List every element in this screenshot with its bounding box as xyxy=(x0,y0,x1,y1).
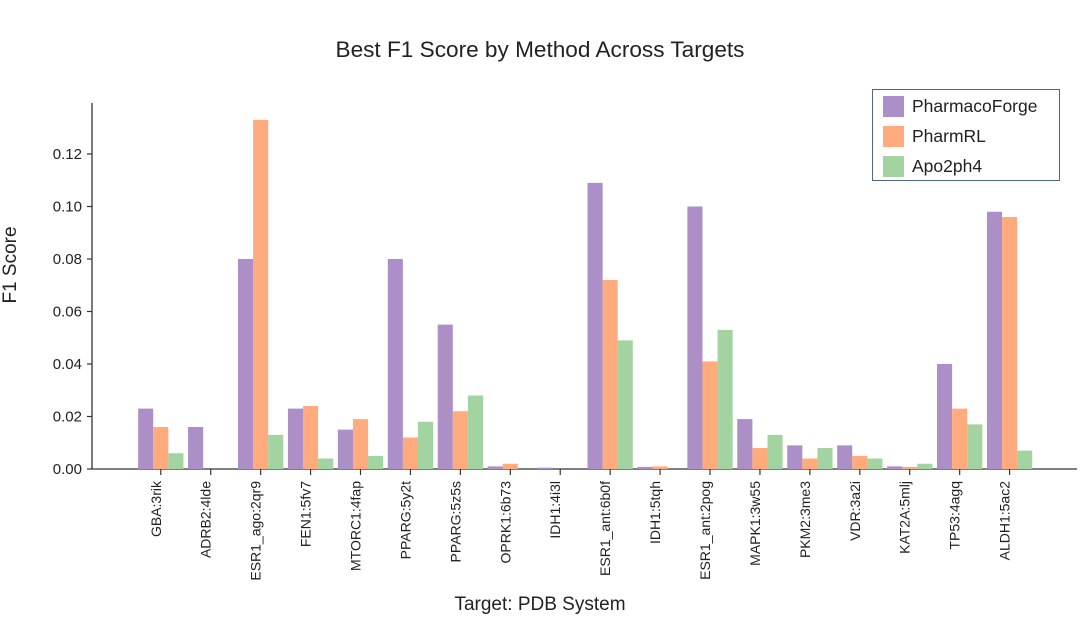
svg-text:KAT2A:5mlj: KAT2A:5mlj xyxy=(897,481,913,554)
svg-text:MAPK1:3w55: MAPK1:3w55 xyxy=(747,481,763,566)
svg-text:0.10: 0.10 xyxy=(53,199,82,216)
svg-text:0.06: 0.06 xyxy=(53,304,82,321)
svg-text:ESR1_ago:2qr9: ESR1_ago:2qr9 xyxy=(248,481,264,581)
svg-text:FEN1:5fv7: FEN1:5fv7 xyxy=(298,481,314,547)
svg-text:IDH1:4i3l: IDH1:4i3l xyxy=(547,481,563,539)
svg-text:0.08: 0.08 xyxy=(53,251,82,268)
svg-text:MTORC1:4fap: MTORC1:4fap xyxy=(348,481,364,571)
svg-text:ALDH1:5ac2: ALDH1:5ac2 xyxy=(997,481,1013,561)
svg-text:PPARG:5y2t: PPARG:5y2t xyxy=(397,481,413,559)
svg-text:ESR1_ant:2pog: ESR1_ant:2pog xyxy=(697,481,713,580)
svg-text:PPARG:5z5s: PPARG:5z5s xyxy=(447,481,463,562)
svg-text:OPRK1:6b73: OPRK1:6b73 xyxy=(497,481,513,564)
svg-text:GBA:3rik: GBA:3rik xyxy=(148,480,164,537)
svg-text:VDR:3a2i: VDR:3a2i xyxy=(847,481,863,541)
svg-text:TP53:4agq: TP53:4agq xyxy=(947,481,963,550)
svg-text:0.04: 0.04 xyxy=(53,356,82,373)
svg-text:0.02: 0.02 xyxy=(53,409,82,426)
svg-text:ESR1_ant:6b0f: ESR1_ant:6b0f xyxy=(597,481,613,576)
svg-text:0.12: 0.12 xyxy=(53,146,82,163)
svg-text:ADRB2:4lde: ADRB2:4lde xyxy=(198,481,214,558)
svg-text:0.00: 0.00 xyxy=(53,461,82,478)
svg-text:IDH1:5tqh: IDH1:5tqh xyxy=(647,481,663,544)
svg-text:PKM2:3me3: PKM2:3me3 xyxy=(797,481,813,558)
